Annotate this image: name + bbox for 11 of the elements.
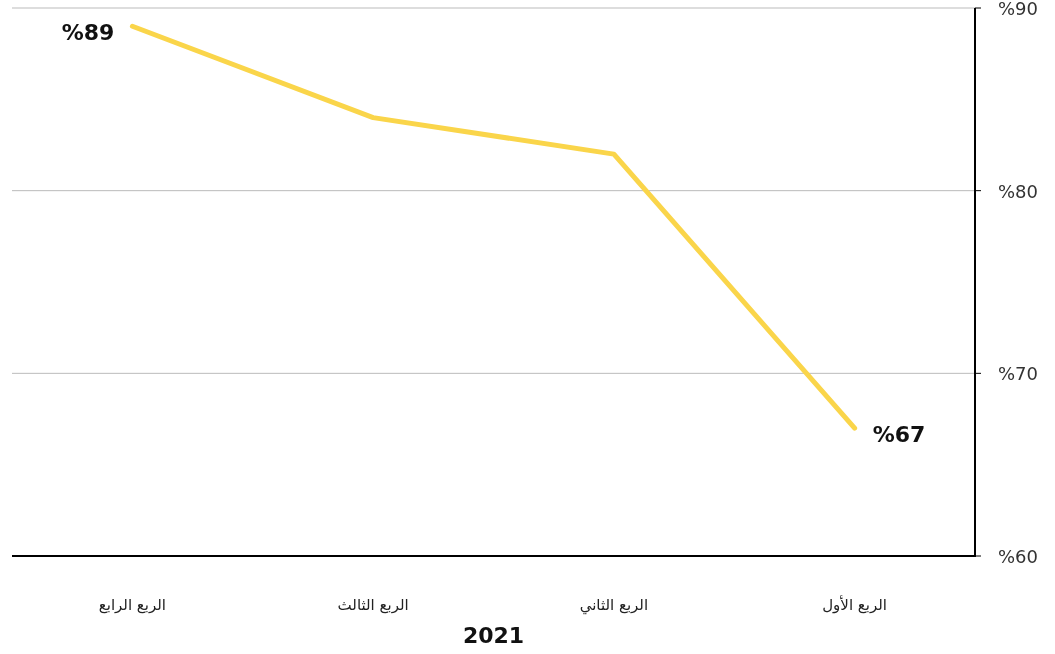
data-label: %89: [61, 20, 115, 46]
y-tick-label: %90: [997, 0, 1039, 19]
y-tick-label: %70: [997, 363, 1039, 385]
y-tick-label: %80: [997, 180, 1039, 202]
x-tick-label: الربع الثالث: [337, 596, 409, 614]
x-axis-title: 2021: [462, 623, 525, 648]
data-label: %67: [872, 422, 926, 448]
x-tick-label: الربع الرابع: [98, 596, 167, 614]
x-tick-label: الربع الأول: [822, 595, 888, 614]
x-tick-label: الربع الثاني: [579, 596, 649, 615]
y-tick-label: %60: [997, 546, 1039, 567]
